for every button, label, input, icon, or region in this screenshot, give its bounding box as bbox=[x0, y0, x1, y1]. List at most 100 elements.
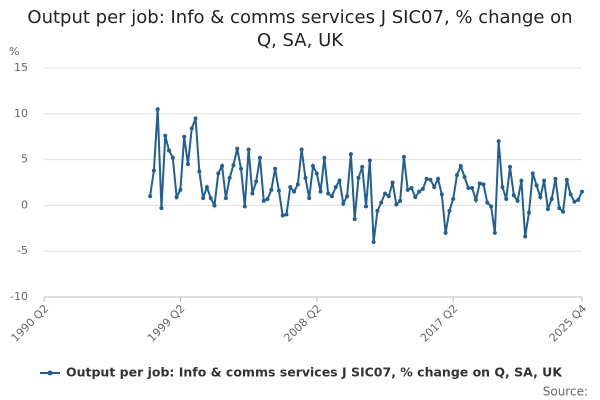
data-point bbox=[322, 155, 327, 160]
data-point bbox=[348, 152, 353, 157]
legend-marker bbox=[47, 370, 53, 376]
data-point bbox=[454, 173, 459, 178]
data-point bbox=[288, 185, 293, 190]
data-point bbox=[303, 175, 308, 180]
data-point bbox=[572, 199, 577, 204]
data-point bbox=[557, 206, 562, 211]
x-tick-label: 2017 Q2 bbox=[418, 302, 461, 345]
data-point bbox=[231, 163, 236, 168]
data-point bbox=[519, 178, 524, 183]
data-point bbox=[273, 166, 278, 171]
data-point bbox=[364, 204, 369, 209]
data-point bbox=[292, 189, 297, 194]
data-point bbox=[390, 180, 395, 185]
data-point bbox=[424, 176, 429, 181]
data-point bbox=[477, 181, 482, 186]
y-tick-label: -5 bbox=[17, 244, 28, 257]
data-point bbox=[257, 155, 262, 160]
data-point bbox=[246, 147, 251, 152]
data-point bbox=[580, 189, 584, 194]
data-point bbox=[329, 194, 334, 199]
series-line bbox=[149, 109, 583, 243]
data-point bbox=[318, 189, 323, 194]
data-point bbox=[538, 195, 543, 200]
data-point bbox=[420, 186, 425, 191]
data-point bbox=[352, 217, 357, 222]
data-point bbox=[553, 176, 558, 181]
data-point bbox=[314, 171, 319, 176]
data-point bbox=[447, 208, 452, 213]
data-point bbox=[428, 177, 433, 182]
data-point bbox=[185, 162, 190, 167]
data-point bbox=[189, 126, 194, 131]
data-point bbox=[451, 196, 456, 201]
y-tick-label: 0 bbox=[21, 198, 28, 211]
data-point bbox=[250, 191, 255, 196]
data-point bbox=[508, 164, 513, 169]
data-point bbox=[489, 204, 494, 209]
data-point bbox=[576, 197, 581, 202]
data-point bbox=[413, 195, 418, 200]
data-point bbox=[473, 197, 478, 202]
x-tick-label: 1990 Q2 bbox=[9, 302, 52, 345]
y-tick-label: 15 bbox=[14, 61, 28, 74]
data-point bbox=[568, 192, 573, 197]
legend-label: Output per job: Info & comms services J … bbox=[66, 365, 563, 380]
data-point bbox=[530, 171, 535, 176]
y-tick-label: 5 bbox=[21, 153, 28, 166]
data-point bbox=[534, 183, 539, 188]
y-tick-label: -10 bbox=[10, 290, 28, 303]
data-point bbox=[163, 133, 168, 138]
data-point bbox=[564, 177, 569, 182]
data-point bbox=[182, 134, 187, 139]
data-point bbox=[417, 189, 422, 194]
data-point bbox=[492, 230, 497, 235]
data-point bbox=[375, 208, 380, 213]
data-point bbox=[371, 240, 376, 245]
data-point bbox=[148, 194, 153, 199]
data-point bbox=[276, 188, 281, 193]
data-point bbox=[341, 201, 346, 206]
data-point bbox=[254, 179, 259, 184]
data-point bbox=[526, 210, 531, 215]
data-point bbox=[481, 182, 486, 187]
data-point bbox=[386, 194, 391, 199]
data-point bbox=[523, 234, 528, 239]
data-point bbox=[409, 185, 414, 190]
data-point bbox=[239, 166, 244, 171]
x-tick-label: 2025 Q4 bbox=[547, 302, 590, 345]
data-point bbox=[269, 187, 274, 192]
data-point bbox=[212, 203, 217, 208]
data-point bbox=[515, 198, 520, 203]
data-point bbox=[367, 158, 372, 163]
data-point bbox=[398, 198, 403, 203]
data-point bbox=[265, 196, 270, 201]
data-point bbox=[436, 176, 441, 181]
data-point bbox=[261, 198, 266, 203]
data-point bbox=[216, 171, 221, 176]
chart-title: Output per job: Info & comms services J … bbox=[27, 7, 573, 51]
data-point bbox=[333, 185, 338, 190]
data-point bbox=[458, 164, 463, 169]
data-point bbox=[170, 155, 175, 160]
data-point bbox=[284, 212, 289, 217]
data-point bbox=[295, 182, 300, 187]
x-tick-label: 1999 Q2 bbox=[145, 302, 188, 345]
data-point bbox=[242, 204, 247, 209]
data-point bbox=[326, 191, 331, 196]
data-point bbox=[201, 196, 206, 201]
legend: Output per job: Info & comms services J … bbox=[39, 365, 563, 380]
y-tick-label: 10 bbox=[14, 107, 28, 120]
data-point bbox=[356, 175, 361, 180]
data-point bbox=[545, 207, 550, 212]
data-point bbox=[401, 154, 406, 159]
data-point bbox=[379, 200, 384, 205]
data-point bbox=[485, 200, 490, 205]
data-point bbox=[542, 178, 547, 183]
data-point bbox=[174, 195, 179, 200]
data-point bbox=[220, 164, 225, 169]
data-point bbox=[204, 185, 209, 190]
data-point bbox=[500, 185, 505, 190]
